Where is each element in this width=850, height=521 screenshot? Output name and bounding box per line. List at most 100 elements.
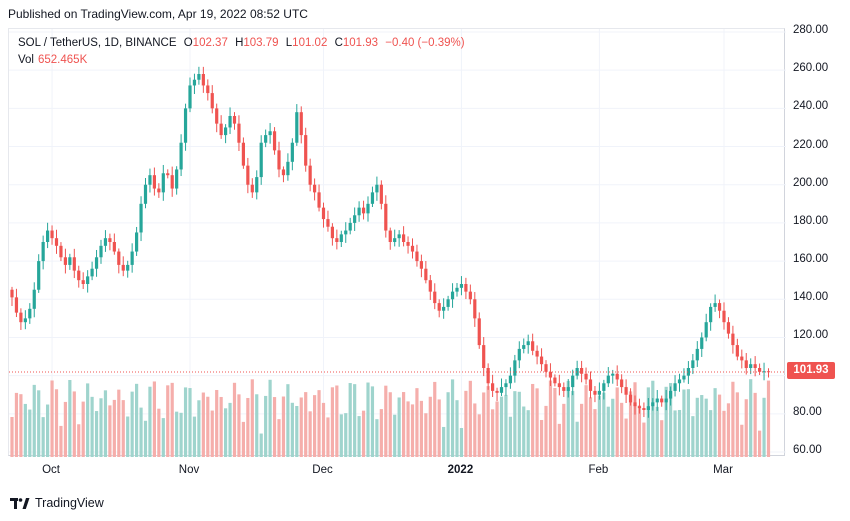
volume-bar bbox=[375, 419, 379, 457]
volume-bar bbox=[339, 414, 343, 457]
volume-bar bbox=[633, 382, 637, 457]
volume-bar bbox=[660, 420, 664, 457]
volume-bar bbox=[14, 392, 19, 457]
symbol-title[interactable]: SOL / TetherUS, 1D, BINANCE bbox=[18, 37, 177, 49]
candle bbox=[157, 183, 161, 198]
published-caption: Published on TradingView.com, Apr 19, 20… bbox=[8, 7, 308, 21]
volume-bar bbox=[290, 402, 294, 457]
candle bbox=[103, 230, 108, 252]
candle bbox=[735, 338, 739, 361]
volume-bar bbox=[90, 396, 94, 457]
volume-bar bbox=[370, 386, 375, 457]
volume-bar bbox=[402, 392, 406, 457]
candle-body bbox=[166, 173, 170, 176]
candle-body bbox=[250, 184, 254, 193]
candle bbox=[446, 295, 450, 311]
volume-bar bbox=[59, 425, 63, 457]
chart-legend: SOL / TetherUS, 1D, BINANCE O102.37 H103… bbox=[18, 35, 469, 69]
candle bbox=[321, 202, 326, 228]
candle-body bbox=[50, 230, 54, 239]
volume-bar bbox=[54, 389, 59, 457]
candle-body bbox=[139, 203, 143, 233]
volume-bar bbox=[597, 395, 601, 457]
volume-bar bbox=[544, 405, 548, 457]
price-axis[interactable]: 280.00 260.00 240.00 220.00 200.00 180.00 160.… bbox=[785, 24, 845, 456]
candle-body bbox=[295, 112, 299, 143]
candle-body bbox=[28, 308, 32, 319]
candle-body bbox=[197, 74, 201, 80]
candle-body bbox=[415, 251, 419, 262]
price-tick-6: 160.00 bbox=[793, 253, 829, 266]
low-value: 101.02 bbox=[292, 37, 328, 49]
time-axis[interactable]: OctNovDec2022FebMarApr bbox=[8, 456, 785, 486]
volume-bar bbox=[406, 401, 410, 457]
volume-bar bbox=[571, 390, 575, 457]
volume-bar bbox=[23, 403, 27, 457]
volume-bar bbox=[10, 417, 14, 457]
candle bbox=[246, 157, 250, 194]
volume-bar bbox=[508, 416, 512, 457]
candle-body bbox=[740, 356, 744, 361]
open-value: 102.37 bbox=[192, 37, 228, 49]
volume-bar bbox=[615, 387, 619, 457]
candle bbox=[499, 378, 504, 397]
candle bbox=[482, 337, 486, 377]
chart-pane[interactable] bbox=[8, 28, 786, 457]
volume-bar bbox=[277, 419, 281, 457]
candle bbox=[259, 135, 263, 185]
vol-label[interactable]: Vol bbox=[18, 54, 34, 66]
candle bbox=[175, 166, 179, 195]
candle bbox=[682, 368, 686, 383]
volume-bar bbox=[330, 387, 334, 457]
candle-body bbox=[77, 270, 81, 281]
candle bbox=[170, 166, 174, 197]
candle-body bbox=[255, 177, 259, 193]
candle-body bbox=[548, 371, 553, 378]
candle bbox=[669, 386, 673, 406]
candle bbox=[72, 248, 76, 279]
candle-body bbox=[566, 387, 570, 391]
candle bbox=[495, 387, 499, 402]
candle bbox=[139, 196, 143, 242]
volume-bar bbox=[513, 391, 517, 457]
candle bbox=[450, 283, 455, 308]
candle bbox=[130, 243, 134, 273]
candle-body bbox=[580, 368, 584, 374]
price-tick-3: 220.00 bbox=[793, 138, 829, 151]
candle bbox=[428, 274, 432, 300]
candle-body bbox=[499, 387, 504, 393]
candle-body bbox=[308, 165, 312, 185]
candle bbox=[628, 388, 633, 406]
price-tick-2: 240.00 bbox=[793, 100, 829, 113]
candle bbox=[642, 402, 646, 418]
candle-body bbox=[37, 261, 41, 290]
candle-body bbox=[46, 230, 50, 242]
candle-body bbox=[81, 280, 85, 284]
candle-body bbox=[669, 390, 673, 399]
price-tick-7: 140.00 bbox=[793, 291, 829, 304]
candle bbox=[313, 178, 317, 201]
volume-bar bbox=[673, 410, 677, 457]
candle bbox=[206, 79, 210, 101]
tradingview-brand[interactable]: TradingView bbox=[10, 496, 104, 510]
candle-body bbox=[219, 123, 223, 136]
volume-bar bbox=[766, 380, 771, 457]
candle bbox=[531, 333, 535, 356]
volume-bar bbox=[744, 399, 748, 457]
candle-body bbox=[361, 207, 366, 214]
price-tick-5: 180.00 bbox=[793, 214, 829, 227]
candle-body bbox=[117, 251, 121, 265]
candle bbox=[588, 371, 593, 399]
candle-body bbox=[717, 303, 722, 311]
candle bbox=[237, 115, 241, 152]
volume-bar bbox=[651, 380, 655, 457]
volume-bar bbox=[192, 416, 197, 457]
volume-bar bbox=[28, 409, 32, 457]
candle-body bbox=[299, 112, 303, 136]
volume-bar bbox=[499, 396, 504, 457]
volume-bar bbox=[250, 379, 254, 457]
candlestick-chart[interactable] bbox=[9, 29, 786, 457]
candle bbox=[112, 233, 116, 255]
candle-body bbox=[370, 192, 375, 204]
candle-body bbox=[584, 373, 588, 380]
